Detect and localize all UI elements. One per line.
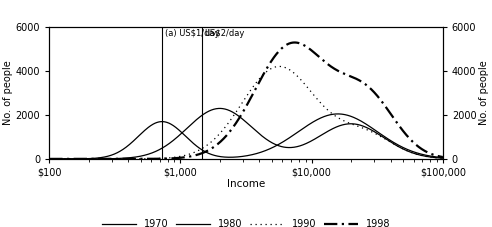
X-axis label: Income: Income — [227, 179, 265, 189]
Y-axis label: No. of people: No. of people — [3, 61, 13, 126]
Y-axis label: No. of people: No. of people — [479, 61, 489, 126]
Legend: 1970, 1980, 1990, 1998: 1970, 1980, 1990, 1998 — [98, 215, 394, 227]
Text: (a) US$1/day: (a) US$1/day — [165, 30, 220, 38]
Text: US$2/day: US$2/day — [205, 30, 245, 38]
